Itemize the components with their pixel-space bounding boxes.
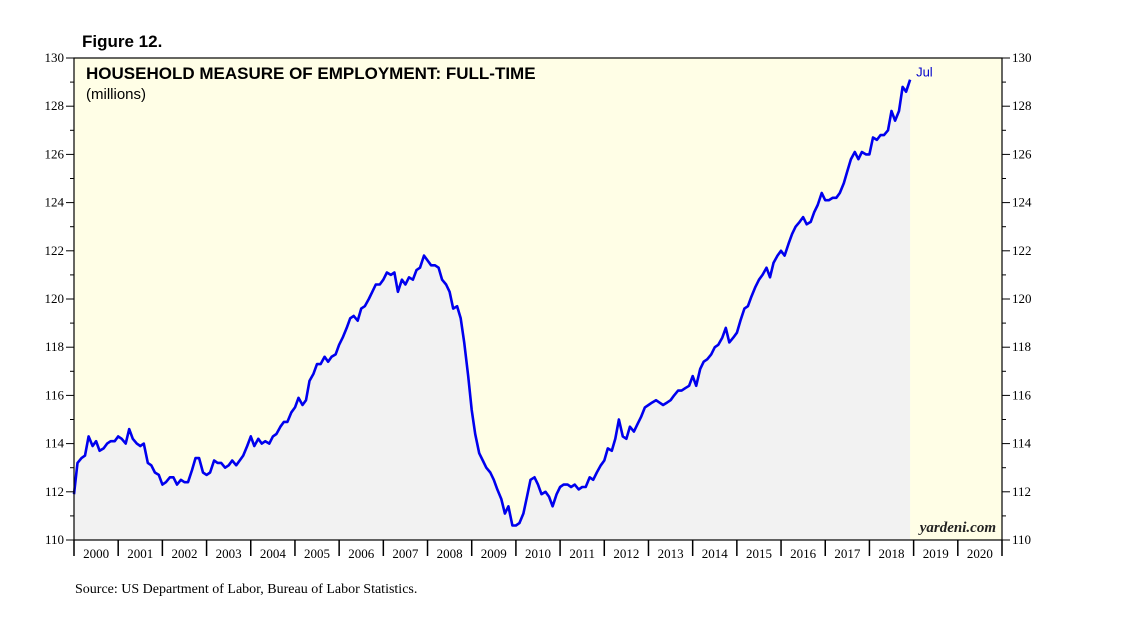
y-tick-label-right: 128 <box>1012 98 1032 113</box>
y-tick-label-right: 110 <box>1012 532 1031 547</box>
x-tick-label: 2007 <box>392 546 419 561</box>
y-tick-label-right: 112 <box>1012 484 1031 499</box>
y-tick-label-left: 130 <box>45 50 65 65</box>
source-note: Source: US Department of Labor, Bureau o… <box>75 582 417 597</box>
x-tick-label: 2018 <box>879 546 905 561</box>
x-tick-label: 2013 <box>658 546 684 561</box>
chart-title: HOUSEHOLD MEASURE OF EMPLOYMENT: FULL-TI… <box>86 64 536 83</box>
y-tick-label-left: 126 <box>45 146 65 161</box>
x-tick-label: 2014 <box>702 546 729 561</box>
y-tick-label-left: 112 <box>45 484 64 499</box>
x-tick-label: 2008 <box>437 546 463 561</box>
y-tick-label-left: 116 <box>45 387 65 402</box>
x-tick-label: 2011 <box>569 546 595 561</box>
x-tick-label: 2020 <box>967 546 993 561</box>
y-tick-label-left: 114 <box>45 436 65 451</box>
axes: 110 110 112 112 114 114 116 116 118 118 120 120 122 1… <box>45 50 1033 561</box>
y-tick-label-left: 122 <box>45 243 65 258</box>
y-tick-label-left: 120 <box>45 291 65 306</box>
x-tick-label: 2015 <box>746 546 772 561</box>
x-tick-label: 2004 <box>260 546 287 561</box>
y-tick-label-left: 110 <box>45 532 64 547</box>
y-tick-label-right: 122 <box>1012 243 1032 258</box>
end-label: Jul <box>916 65 933 80</box>
y-tick-label-right: 126 <box>1012 146 1032 161</box>
figure-label: Figure 12. <box>82 32 162 51</box>
x-tick-label: 2016 <box>790 546 817 561</box>
y-tick-label-right: 116 <box>1012 387 1032 402</box>
x-tick-label: 2002 <box>171 546 197 561</box>
x-tick-label: 2006 <box>348 546 375 561</box>
y-tick-label-right: 118 <box>1012 339 1031 354</box>
y-tick-label-right: 120 <box>1012 291 1032 306</box>
y-tick-label-left: 128 <box>45 98 65 113</box>
y-tick-label-right: 130 <box>1012 50 1032 65</box>
y-tick-label-left: 118 <box>45 339 64 354</box>
x-tick-label: 2019 <box>923 546 949 561</box>
series-line <box>72 79 912 527</box>
watermark: yardeni.com <box>918 520 996 536</box>
x-tick-label: 2010 <box>525 546 551 561</box>
x-tick-label: 2005 <box>304 546 330 561</box>
x-tick-label: 2012 <box>613 546 639 561</box>
x-tick-label: 2001 <box>127 546 153 561</box>
y-tick-label-left: 124 <box>45 195 65 210</box>
y-tick-label-right: 124 <box>1012 195 1032 210</box>
x-tick-label: 2000 <box>83 546 109 561</box>
x-tick-label: 2003 <box>216 546 242 561</box>
x-tick-label: 2017 <box>834 546 861 561</box>
y-tick-label-right: 114 <box>1012 436 1032 451</box>
future-background <box>910 58 1002 540</box>
chart-subtitle: (millions) <box>86 86 146 103</box>
x-tick-label: 2009 <box>481 546 507 561</box>
